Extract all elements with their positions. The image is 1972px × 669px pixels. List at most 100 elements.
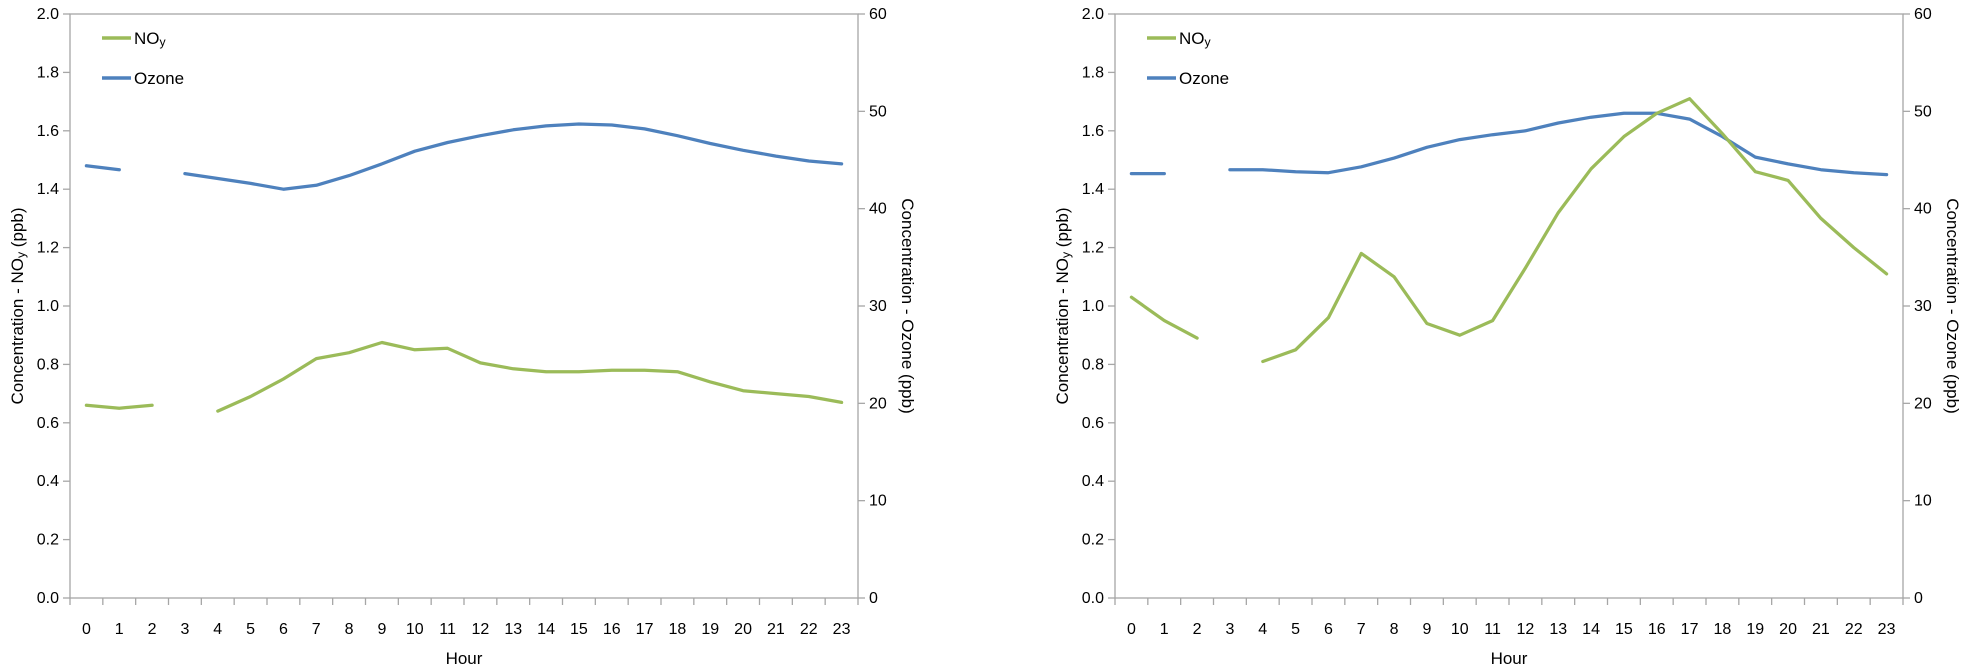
x-tick-label: 22	[1845, 621, 1863, 638]
y-right-tick-label: 10	[1914, 492, 1932, 509]
x-tick-label: 14	[537, 621, 555, 638]
y-left-axis-title: Concentration - NOy (ppb)	[1053, 208, 1074, 405]
y-right-tick-label: 30	[1914, 298, 1932, 315]
x-tick-label: 18	[1714, 621, 1732, 638]
x-tick-label: 4	[213, 621, 222, 638]
x-tick-label: 4	[1258, 621, 1267, 638]
series-line-noy	[84, 403, 154, 410]
x-tick-label: 3	[180, 621, 189, 638]
x-tick-label: 11	[1484, 621, 1501, 638]
x-tick-label: 20	[1779, 621, 1797, 638]
y-left-tick-label: 0.0	[37, 590, 59, 607]
y-left-tick-label: 0.0	[1082, 590, 1104, 607]
y-left-tick-label: 0.8	[37, 356, 59, 373]
x-tick-label: 5	[1291, 621, 1300, 638]
x-tick-label: 23	[1878, 621, 1896, 638]
plot-frame	[1114, 13, 1904, 599]
y-right-axis-title: Concentration - Ozone (ppb)	[899, 198, 918, 413]
series-line-ozone	[183, 122, 844, 191]
y-left-tick-label: 1.8	[1082, 64, 1104, 81]
y-right-tick-label: 40	[869, 200, 887, 217]
x-tick-label: 0	[1127, 621, 1136, 638]
y-right-tick-label: 10	[869, 492, 887, 509]
x-tick-label: 2	[148, 621, 157, 638]
chart-panel-right: 0.0 0.2 0.4 0.6 0.8 1.0 1.2 1.4 1.6 1.8 2.0 0 10 20 30…	[986, 0, 1972, 669]
y-left-tick-label: 1.4	[1082, 181, 1104, 198]
y-left-tick-label: 1.2	[1082, 239, 1104, 256]
y-left-tick-label: 0.4	[37, 473, 59, 490]
y-left-tick-label: 0.2	[37, 531, 59, 548]
legend-label-noy: NOy	[1179, 29, 1212, 50]
y-left-tick-label: 1.8	[37, 64, 59, 81]
plot-frame	[69, 13, 859, 599]
x-tick-label: 16	[1648, 621, 1666, 638]
y-right-tick-label: 20	[869, 395, 887, 412]
chart-panel-left: 0.0 0.2 0.4 0.6 0.8 1.0 1.2 1.4 1.6 1.8 2.0 0 10 20 30…	[8, 6, 918, 668]
x-tick-label: 21	[767, 621, 785, 638]
y-right-tick-label: 40	[1914, 200, 1932, 217]
y-left-tick-label: 1.0	[1082, 298, 1104, 315]
x-axis-title: Hour	[446, 649, 483, 668]
series-line-ozone	[84, 164, 121, 172]
y-left-tick-label: 2.0	[1082, 6, 1104, 23]
x-tick-label: 0	[82, 621, 91, 638]
y-left-tick-label: 1.4	[37, 181, 59, 198]
y-right-tick-label: 0	[1914, 590, 1923, 607]
x-tick-label: 8	[345, 621, 354, 638]
x-tick-label: 6	[279, 621, 288, 638]
x-tick-label: 12	[1517, 621, 1535, 638]
x-tick-label: 16	[603, 621, 621, 638]
x-tick-label: 19	[701, 621, 719, 638]
x-tick-label: 13	[1549, 621, 1567, 638]
y-right-tick-label: 60	[869, 6, 887, 23]
x-tick-label: 5	[246, 621, 255, 638]
x-tick-label: 9	[1422, 621, 1431, 638]
x-tick-label: 17	[636, 621, 654, 638]
x-axis-title: Hour	[1491, 649, 1528, 668]
x-tick-label: 7	[1357, 621, 1366, 638]
y-right-tick-label: 20	[1914, 395, 1932, 412]
x-tick-label: 6	[1324, 621, 1333, 638]
y-left-tick-label: 1.0	[37, 298, 59, 315]
x-tick-label: 13	[504, 621, 522, 638]
x-tick-label: 1	[1160, 621, 1169, 638]
y-left-tick-label: 0.6	[37, 414, 59, 431]
series-line-noy	[216, 340, 844, 413]
x-tick-label: 11	[439, 621, 456, 638]
x-tick-label: 10	[1451, 621, 1469, 638]
x-tick-label: 7	[312, 621, 321, 638]
legend-label-ozone: Ozone	[1179, 69, 1229, 88]
x-tick-label: 3	[1225, 621, 1234, 638]
y-right-tick-label: 50	[869, 103, 887, 120]
series-line-ozone	[1228, 111, 1889, 177]
y-right-tick-label: 50	[1914, 103, 1932, 120]
x-tick-label: 20	[734, 621, 752, 638]
legend-label-ozone: Ozone	[134, 69, 184, 88]
y-right-axis-title: Concentration - Ozone (ppb)	[1944, 198, 1963, 413]
noy-ozone-chart-right: 0.00.20.40.60.81.01.21.41.61.82.00102030…	[1053, 6, 1963, 668]
series-line-noy	[1129, 295, 1199, 340]
y-left-tick-label: 1.6	[37, 122, 59, 139]
y-left-tick-label: 1.2	[37, 239, 59, 256]
y-left-tick-label: 0.4	[1082, 473, 1104, 490]
x-tick-label: 10	[406, 621, 424, 638]
x-tick-label: 15	[570, 621, 588, 638]
series-line-noy	[1261, 97, 1889, 364]
y-left-tick-label: 1.6	[1082, 122, 1104, 139]
y-left-tick-label: 0.6	[1082, 414, 1104, 431]
y-left-axis-title: Concentration - NOy (ppb)	[8, 208, 29, 405]
y-right-tick-label: 30	[869, 298, 887, 315]
x-tick-label: 19	[1746, 621, 1764, 638]
x-tick-label: 8	[1390, 621, 1399, 638]
x-tick-label: 12	[472, 621, 490, 638]
x-tick-label: 18	[669, 621, 687, 638]
y-left-tick-label: 2.0	[37, 6, 59, 23]
y-right-tick-label: 0	[869, 590, 878, 607]
x-tick-label: 23	[833, 621, 851, 638]
x-tick-label: 14	[1582, 621, 1600, 638]
x-tick-label: 15	[1615, 621, 1633, 638]
x-tick-label: 9	[377, 621, 386, 638]
x-tick-label: 22	[800, 621, 818, 638]
x-tick-label: 1	[115, 621, 124, 638]
